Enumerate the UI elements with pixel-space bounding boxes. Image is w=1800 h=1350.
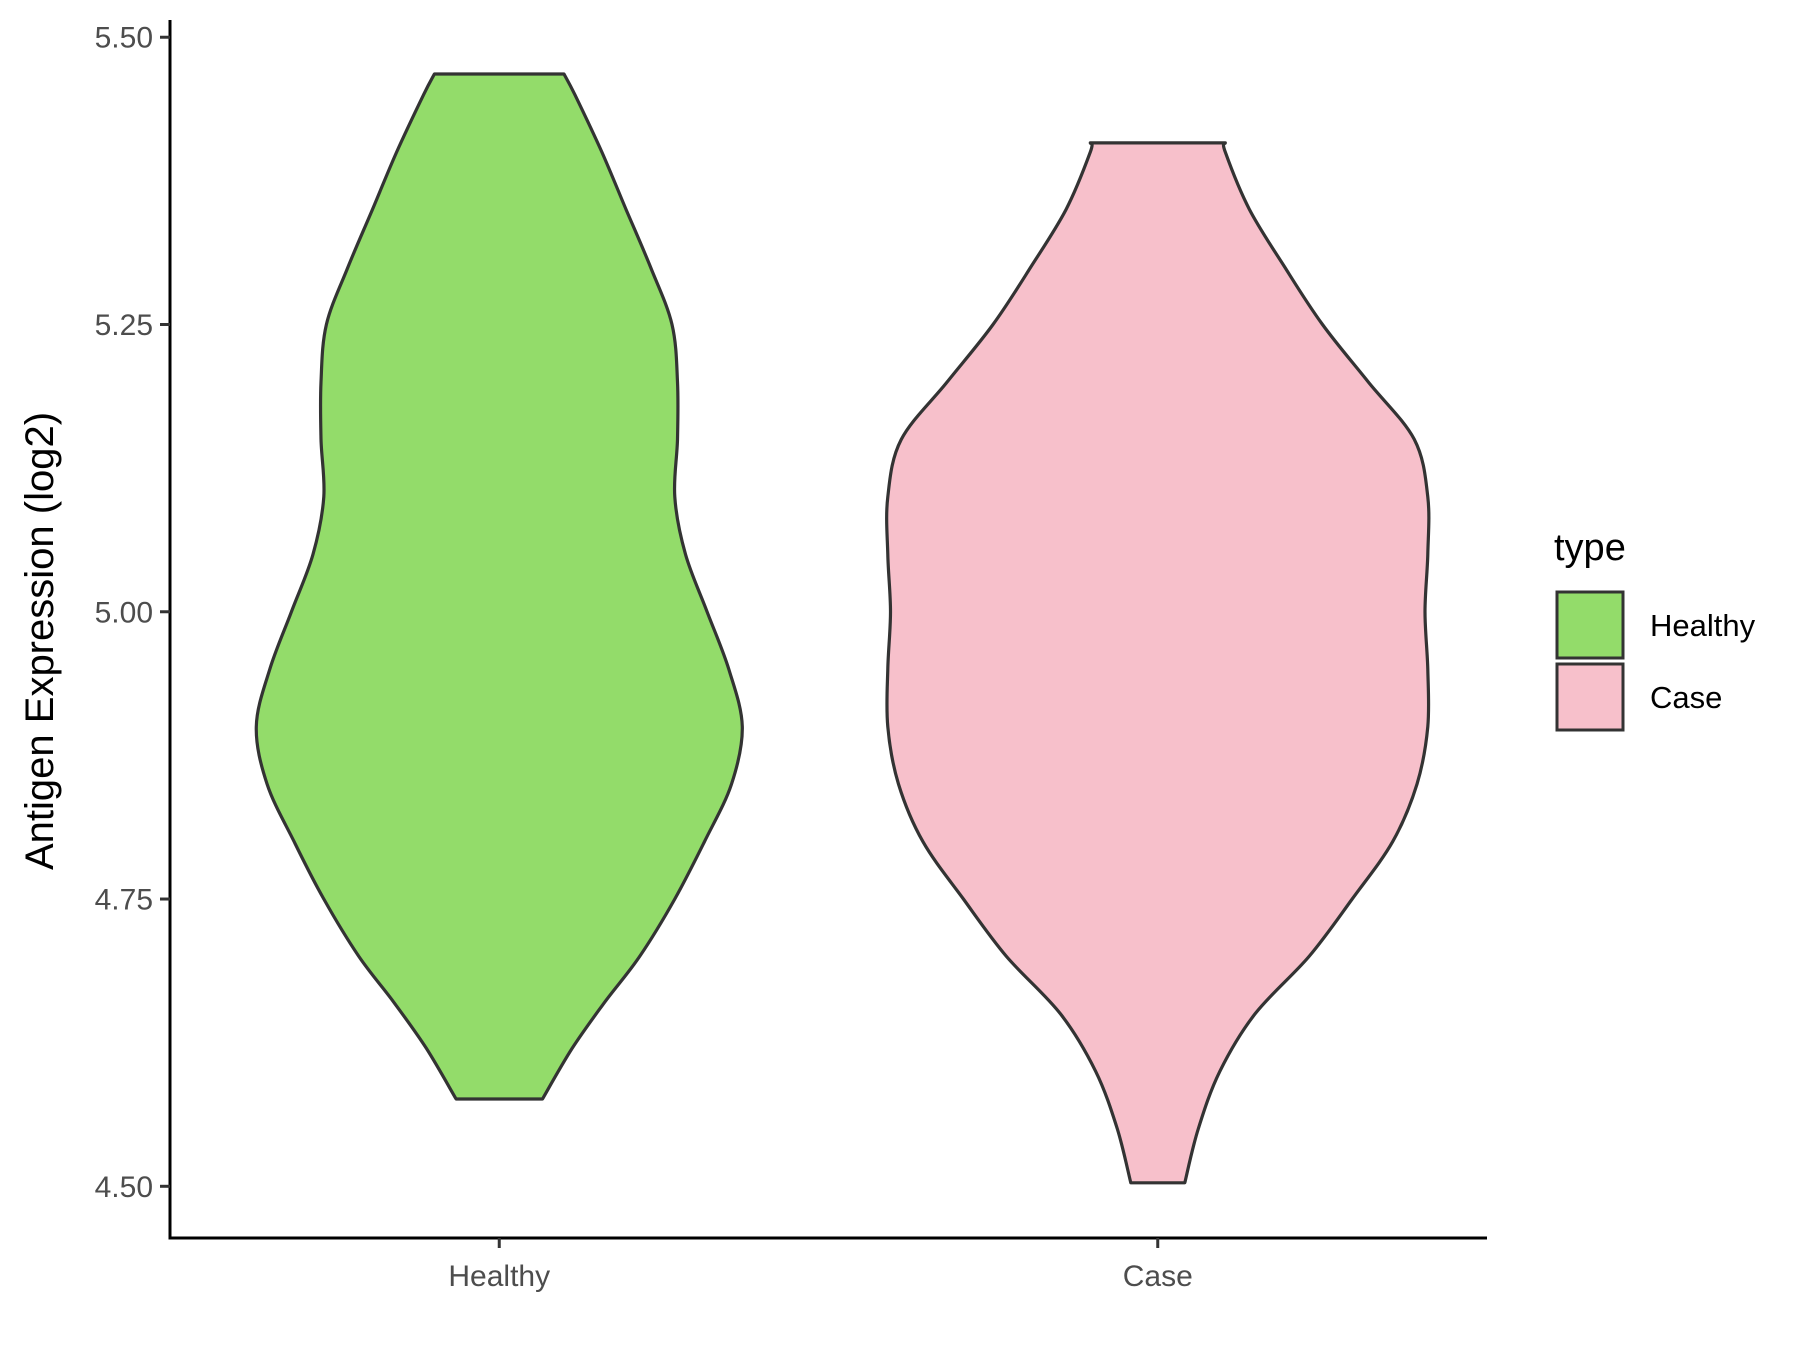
legend-title: type [1554, 527, 1626, 569]
legend-swatch-healthy [1555, 590, 1625, 660]
x-tick-label: Case [1123, 1260, 1193, 1293]
violin-healthy [254, 72, 744, 1101]
y-tick-label: 4.50 [95, 1171, 153, 1204]
legend-label-healthy: Healthy [1650, 608, 1756, 643]
y-tick-label: 5.25 [95, 309, 153, 342]
y-tick-label: 5.00 [95, 596, 153, 629]
legend-swatch-case [1555, 662, 1625, 732]
violin-case [885, 141, 1431, 1185]
y-axis-title: Antigen Expression (log2) [18, 412, 62, 870]
legend-label-case: Case [1650, 680, 1722, 715]
axes: 4.50 4.75 5.00 5.25 5.50 Healthy Case [95, 20, 1487, 1293]
x-tick-label: Healthy [448, 1260, 550, 1293]
legend: type Healthy Case [1554, 527, 1756, 732]
y-tick-label: 5.50 [95, 22, 153, 55]
violin-layer [254, 72, 1431, 1185]
y-tick-label: 4.75 [95, 884, 153, 917]
